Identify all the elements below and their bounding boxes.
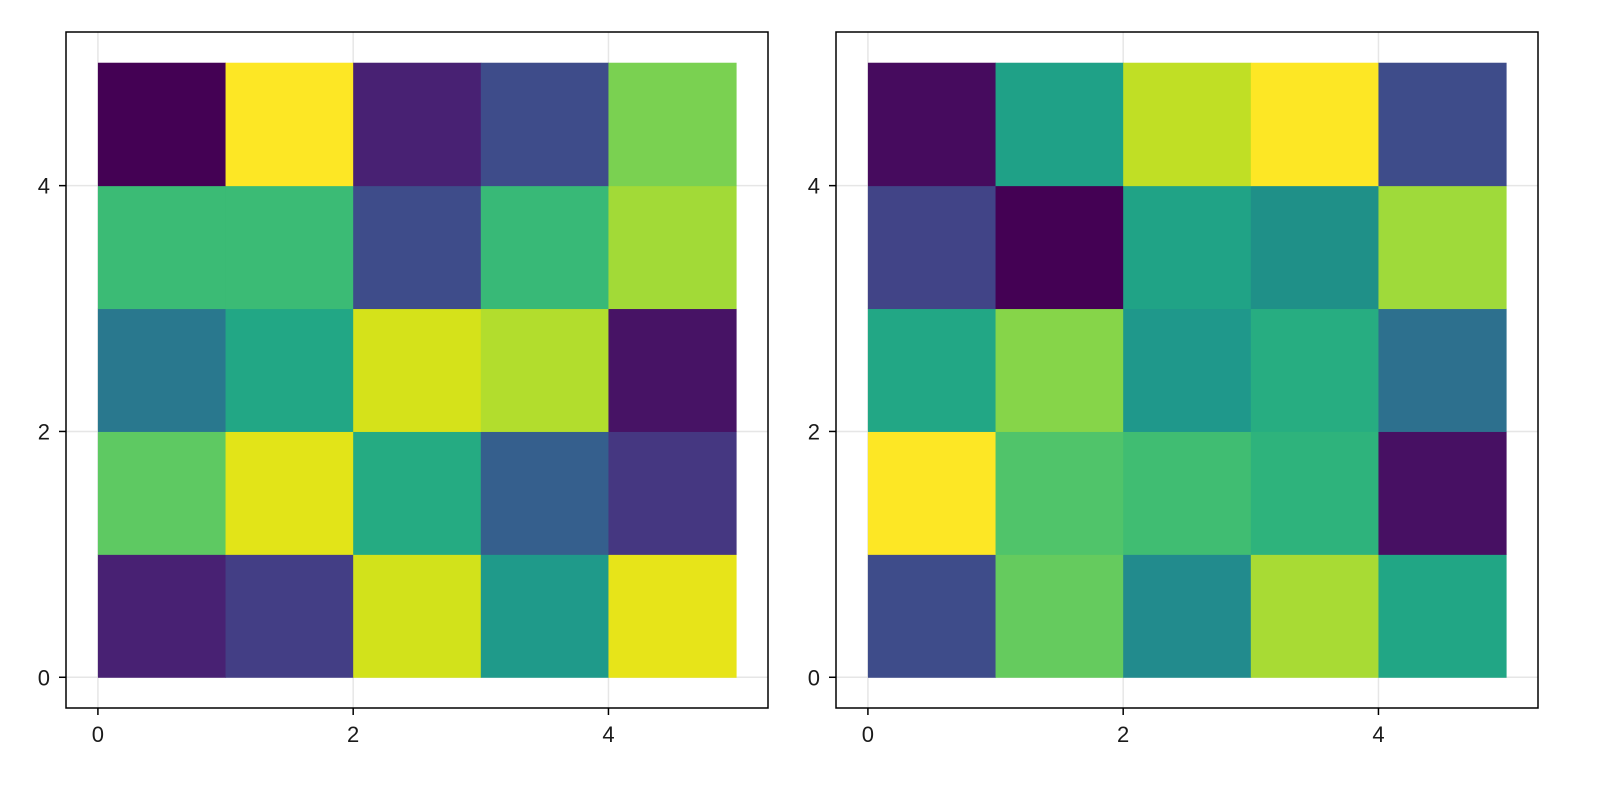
x-tick-label: 0 [92,722,104,747]
heatmap-cell [1123,554,1252,678]
heatmap-cell [480,185,609,310]
heatmap-cell [1250,185,1379,310]
x-tick-label: 4 [1372,722,1384,747]
heatmap-cell [867,308,997,432]
heatmap-cell [867,185,997,310]
heatmap-panel-right: 0 2 4 0 2 4 [808,31,1539,747]
heatmap-cell [97,185,227,310]
heatmap-cell [995,554,1124,678]
heatmap-cell [225,185,354,310]
heatmap-cell [353,185,482,310]
heatmap-cell [995,308,1124,432]
x-tick-label: 2 [347,722,359,747]
y-tick-label: 4 [808,174,820,199]
heatmap-cell [225,554,354,678]
heatmap-cell [480,431,609,555]
heatmap-cell [225,431,354,555]
heatmap-cell [995,431,1124,555]
heatmap-cell [867,62,997,187]
x-tick-label: 2 [1117,722,1129,747]
y-tick-label: 2 [808,419,820,444]
heatmap-cell [608,185,737,310]
heatmap-cell [1250,554,1379,678]
y-tick-label: 4 [38,174,50,199]
heatmap-cell [608,308,737,432]
heatmap-cell [995,185,1124,310]
heatmap-cell [1123,62,1252,187]
heatmap-cell [1250,308,1379,432]
heatmap-cell [353,308,482,432]
y-tick-label: 0 [808,665,820,690]
heatmap-cell [1250,62,1379,187]
heatmap-cell [97,308,227,432]
heatmap-cell [1123,431,1252,555]
heatmap-cell [1378,554,1507,678]
heatmap-panel-left: 0 2 4 0 2 4 [38,31,769,747]
heatmap-cell [867,554,997,678]
y-tick-label: 2 [38,419,50,444]
heatmap-cell [608,554,737,678]
heatmap-cell [225,308,354,432]
axes-frame [65,31,769,709]
heatmap-cell [608,431,737,555]
heatmap-cell [608,62,737,187]
heatmap-cell [480,62,609,187]
heatmap-cell [867,431,997,555]
heatmap-cell [480,308,609,432]
heatmap-cell [1123,308,1252,432]
heatmap-cell [97,554,227,678]
heatmap-cell [1378,431,1507,555]
heatmap-cell [1378,308,1507,432]
heatmap-cell [1123,185,1252,310]
heatmap-cell [1250,431,1379,555]
heatmap-cell [225,62,354,187]
heatmap-cell [995,62,1124,187]
heatmap-cell [97,431,227,555]
heatmap-cell [97,62,227,187]
y-tick-label: 0 [38,665,50,690]
heatmap-cell [480,554,609,678]
x-tick-label: 4 [602,722,614,747]
axes-frame [835,31,1539,709]
heatmap-cell [1378,62,1507,187]
heatmap-cell [1378,185,1507,310]
x-tick-label: 0 [862,722,874,747]
heatmap-cell [353,554,482,678]
heatmap-cell [353,431,482,555]
heatmap-cell [353,62,482,187]
